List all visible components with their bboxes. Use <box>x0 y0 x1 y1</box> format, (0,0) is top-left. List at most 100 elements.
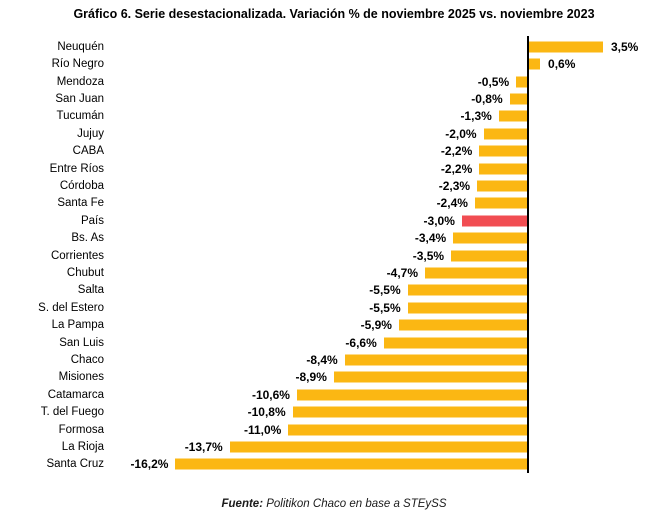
value-label: -2,2% <box>440 161 473 176</box>
bar-row: Entre Ríos -2,2% <box>0 160 668 177</box>
bar <box>451 250 527 262</box>
plot-area: -1,3% <box>112 108 668 125</box>
value-label: -2,3% <box>438 178 471 193</box>
plot-area: -0,8% <box>112 90 668 107</box>
bar <box>483 128 527 140</box>
bar <box>479 145 527 157</box>
value-label: -16,2% <box>130 457 169 472</box>
value-label: -3,5% <box>412 248 445 263</box>
zero-axis-line <box>527 36 529 473</box>
plot-area: -8,4% <box>112 351 668 368</box>
category-label: T. del Fuego <box>40 406 104 419</box>
category-label: Mendoza <box>56 75 104 88</box>
value-label: -5,9% <box>360 318 392 333</box>
value-label: -6,6% <box>345 335 377 350</box>
plot-area: -3,4% <box>112 229 668 246</box>
bar-row: CABA -2,2% <box>0 142 668 159</box>
category-label: Santa Fe <box>57 197 104 210</box>
bar <box>509 93 527 105</box>
bar <box>407 302 527 314</box>
bar-row: Salta -5,5% <box>0 282 668 299</box>
plot-area: -5,5% <box>112 282 668 299</box>
value-label: -5,5% <box>369 300 401 315</box>
category-label: La Rioja <box>61 441 104 454</box>
bar-rows: Neuquén 3,5% Río Negro 0,6% Mendoza -0,5% San … <box>0 38 668 473</box>
plot-area: -6,6% <box>112 334 668 351</box>
plot-area: -16,2% <box>112 456 668 473</box>
source-prefix: Fuente: <box>221 498 264 510</box>
bar <box>292 406 527 418</box>
bar <box>229 441 527 453</box>
value-label: -0,5% <box>477 74 510 89</box>
bar <box>477 180 527 192</box>
bar-row: S. del Estero -5,5% <box>0 299 668 316</box>
plot-area: -8,9% <box>112 369 668 386</box>
value-label: -2,4% <box>436 196 468 211</box>
bar-row: Bs. As -3,4% <box>0 229 668 246</box>
value-label: -5,5% <box>369 283 401 298</box>
value-label: -1,3% <box>460 109 492 124</box>
value-label: -2,0% <box>445 126 477 141</box>
value-label: -10,8% <box>247 405 286 420</box>
value-label: 3,5% <box>610 39 639 54</box>
bar-row: San Luis -6,6% <box>0 334 668 351</box>
category-label: Chaco <box>70 354 104 367</box>
category-label: Neuquén <box>57 40 104 53</box>
category-label: Entre Ríos <box>49 162 104 175</box>
bar <box>425 267 527 279</box>
category-label: S. del Estero <box>38 301 104 314</box>
category-label: Santa Cruz <box>46 458 104 471</box>
plot-area: -3,0% <box>112 212 668 229</box>
bar <box>344 354 527 366</box>
category-label: Formosa <box>58 423 104 436</box>
plot-area: -2,3% <box>112 177 668 194</box>
plot-area: -4,7% <box>112 264 668 281</box>
bar-row: Catamarca -10,6% <box>0 386 668 403</box>
bar-row: Neuquén 3,5% <box>0 38 668 55</box>
category-label: San Juan <box>55 92 104 105</box>
value-label: -8,4% <box>306 353 338 368</box>
chart-title: Gráfico 6. Serie desestacionalizada. Var… <box>73 7 595 21</box>
bar <box>527 58 541 70</box>
bar-row: Río Negro 0,6% <box>0 55 668 72</box>
plot-area: -13,7% <box>112 438 668 455</box>
bar <box>453 232 527 244</box>
category-label: La Pampa <box>51 319 104 332</box>
bar-row: País -3,0% <box>0 212 668 229</box>
bar-row: Misiones -8,9% <box>0 369 668 386</box>
value-label: -11,0% <box>243 422 282 437</box>
bar-row: La Pampa -5,9% <box>0 317 668 334</box>
bar <box>398 319 527 331</box>
bar <box>527 41 603 53</box>
plot-area: -10,6% <box>112 386 668 403</box>
category-label: CABA <box>72 145 104 158</box>
bar-row: T. del Fuego -10,8% <box>0 404 668 421</box>
bar <box>516 76 527 88</box>
bar-row: Chubut -4,7% <box>0 264 668 281</box>
bar-chart: Neuquén 3,5% Río Negro 0,6% Mendoza -0,5% San … <box>0 36 668 473</box>
category-label: Córdoba <box>59 179 104 192</box>
bar-row: Corrientes -3,5% <box>0 247 668 264</box>
plot-area: -2,4% <box>112 195 668 212</box>
value-label: -2,2% <box>440 144 473 159</box>
plot-area: -2,2% <box>112 160 668 177</box>
bar-row: Chaco -8,4% <box>0 351 668 368</box>
source-note: Fuente: Politikon Chaco en base a STEySS <box>0 498 668 510</box>
category-label: Chubut <box>66 266 104 279</box>
plot-area: -0,5% <box>112 73 668 90</box>
bar <box>296 389 527 401</box>
bar <box>175 458 527 470</box>
bar <box>479 163 527 175</box>
value-label: -3,0% <box>423 213 455 228</box>
category-label: Salta <box>77 284 104 297</box>
bar-highlight <box>461 215 527 227</box>
plot-area: -5,5% <box>112 299 668 316</box>
value-label: 0,6% <box>548 57 576 72</box>
plot-area: 0,6% <box>112 55 668 72</box>
plot-area: -5,9% <box>112 317 668 334</box>
bar-row: San Juan -0,8% <box>0 90 668 107</box>
plot-area: -10,8% <box>112 404 668 421</box>
bar-row: Santa Fe -2,4% <box>0 195 668 212</box>
bar-row: Formosa -11,0% <box>0 421 668 438</box>
bar <box>288 424 527 436</box>
